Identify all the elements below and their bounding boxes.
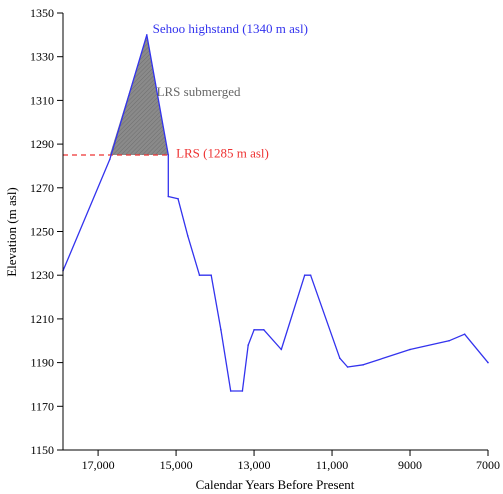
series-point [409,348,411,351]
y-tick-label: 1190 [30,356,54,370]
series-point [220,329,222,331]
series-point [309,274,312,277]
y-tick-label: 1170 [30,399,54,413]
y-tick-label: 1330 [30,50,54,64]
annotation-label: Sehoo highstand (1340 m asl) [153,21,308,36]
series-point [167,154,170,156]
x-tick-label: 11,000 [316,458,349,472]
x-tick-label: 17,000 [82,458,115,472]
x-tick-label: 7000 [476,458,500,472]
series-point [303,274,306,277]
y-tick-label: 1350 [30,6,54,20]
y-tick-label: 1210 [30,312,54,326]
x-tick-label: 9000 [398,458,422,472]
y-tick-label: 1230 [30,268,54,282]
shaded-region-lrs-submerged [109,34,169,155]
y-tick-label: 1270 [30,181,54,195]
series-point [339,357,341,360]
series-point [448,340,450,342]
x-axis-title: Calendar Years Before Present [196,477,355,492]
y-tick-label: 1150 [30,443,54,457]
series-point [362,364,365,366]
series-point [487,361,489,364]
y-axis-title: Elevation (m asl) [4,187,19,277]
series-point [210,274,212,277]
series-point [198,274,201,277]
series-point [463,333,466,336]
y-tick-label: 1290 [30,137,54,151]
annotation-label: LRS (1285 m asl) [176,145,269,160]
x-tick-label: 13,000 [238,458,271,472]
series-point [146,34,148,36]
series-point [177,197,179,200]
series-point [109,158,111,161]
series-point [253,329,255,331]
series-point [247,344,249,346]
y-tick-label: 1310 [30,93,54,107]
y-tick-label: 1250 [30,225,54,239]
series-point [263,329,265,331]
series-point [187,235,189,237]
series-point [241,390,244,392]
series-point [229,390,232,392]
series-point [167,195,170,198]
series-point [346,366,349,368]
annotation-label: LRS submerged [157,84,241,99]
x-tick-label: 15,000 [160,458,193,472]
series-line-elevation [62,34,489,392]
series-point [280,348,283,351]
